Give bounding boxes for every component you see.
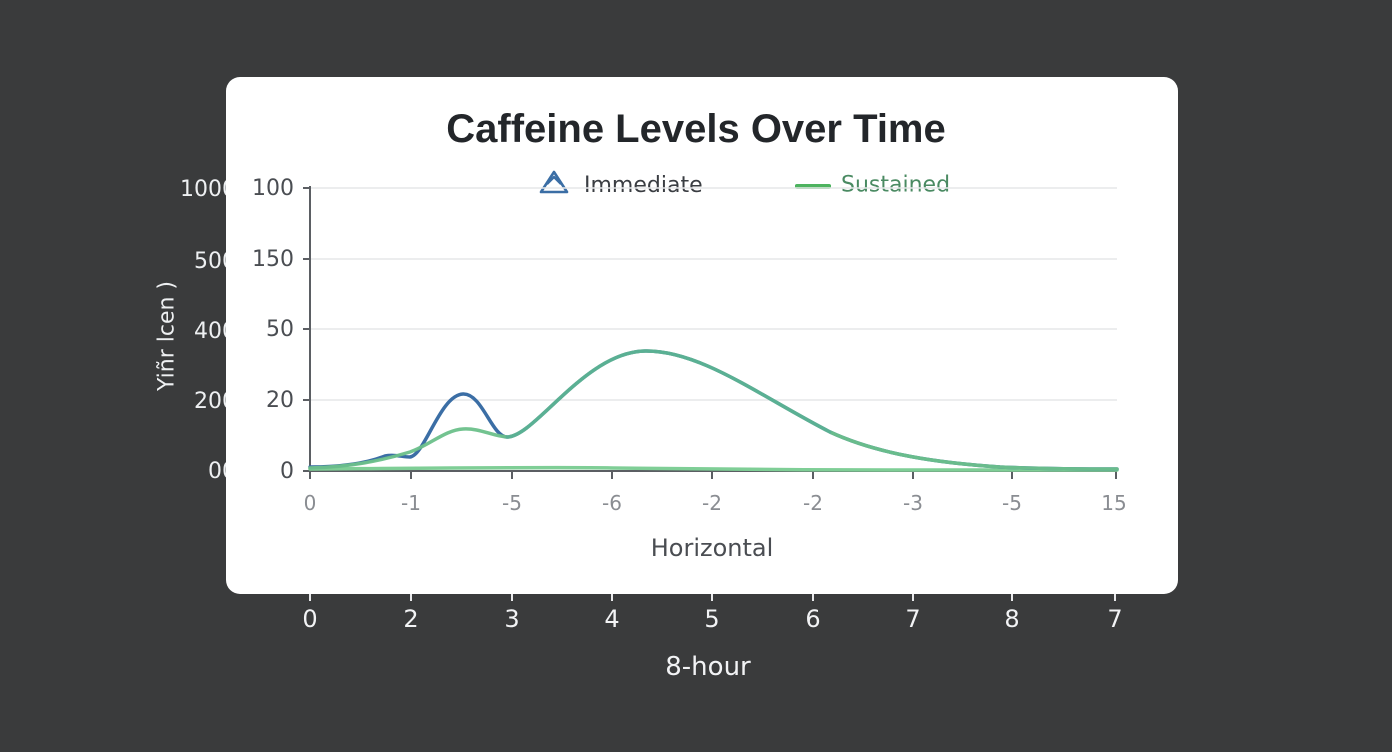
x-tick-label: -6 [602,491,622,515]
series-sustained-baseline [308,465,1119,472]
legend-item-sustained[interactable]: Sustained [794,172,951,198]
line-swatch-icon [794,173,832,198]
x-tick-label: 15 [1101,491,1127,515]
y-tick-label: 50 [266,317,294,342]
legend-label-sustained: Sustained [841,172,951,198]
outer-x-tick: 0 [302,605,318,633]
x-tick-label: 0 [303,491,317,515]
outer-y-axis: 1000 500 400 200 00 Yiñr lcen ) [0,0,240,752]
gridlines [310,187,1117,401]
outer-x-tick: 7 [1107,605,1123,633]
outer-x-tick: 3 [504,605,520,633]
x-tick-label: -1 [401,491,421,515]
x-tick-label: -5 [1002,491,1022,515]
outer-y-tick: 200 [194,389,236,414]
x-tick-label: -2 [803,491,823,515]
outer-y-tick: 1000 [180,177,236,202]
legend-item-immediate[interactable]: Immediate [538,168,703,202]
x-axis-title: Horizontal [650,534,774,562]
x-tick-label: -5 [502,491,522,515]
legend-label-immediate: Immediate [584,172,703,198]
y-tick-label: 100 [252,176,294,201]
x-tick-label: -2 [702,491,722,515]
chart-card [226,77,1178,594]
y-axis [303,186,311,472]
triangle-outline-icon [538,168,570,202]
outer-x-axis-title: 8-hour [665,652,751,682]
outer-x-tick: 8 [1004,605,1020,633]
y-tick-label: 20 [266,388,294,413]
outer-x-tick: 2 [403,605,419,633]
x-axis [309,470,1117,479]
x-tick-label: -3 [903,491,923,515]
outer-x-tick: 5 [704,605,720,633]
outer-x-tick: 7 [905,605,921,633]
outer-x-tick: 6 [805,605,821,633]
y-tick-label: 150 [252,247,294,272]
outer-x-tick: 4 [604,605,620,633]
outer-y-tick: 400 [194,319,236,344]
chart-title: Caffeine Levels Over Time [446,107,946,151]
outer-y-tick: 500 [194,249,236,274]
y-tick-label: 0 [280,459,294,484]
